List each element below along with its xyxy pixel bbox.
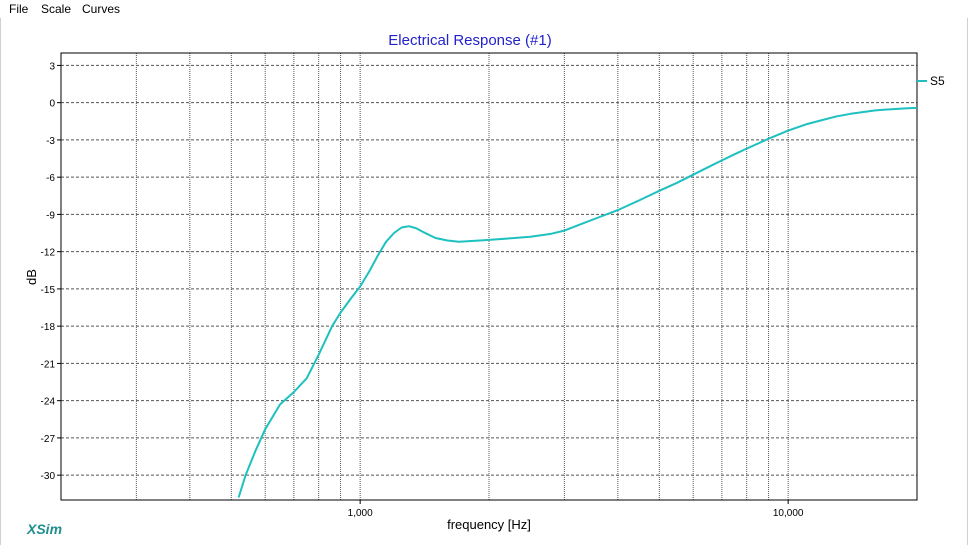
y-tick-label: -30	[41, 471, 56, 482]
y-tick-label: -12	[41, 248, 56, 259]
menu-curves[interactable]: Curves	[82, 2, 121, 16]
y-tick-label: -21	[41, 359, 56, 370]
y-tick-labels: 3 0 -3 -6 -9 -12 -15 -18 -21 -24 -27 -30	[41, 61, 61, 482]
y-tick-label: -18	[41, 322, 56, 333]
y-tick-label: -24	[41, 397, 56, 408]
y-tick-label: -15	[41, 285, 56, 296]
legend: S5	[917, 74, 945, 88]
menu-bar: File Scale Curves	[0, 0, 968, 18]
chart-title: Electrical Response (#1)	[388, 32, 551, 49]
menu-scale[interactable]: Scale	[41, 2, 72, 16]
chart-svg: Electrical Response (#1) 3 0 -3 -6 -9 -12 -15 -…	[24, 32, 945, 532]
y-tick-label: 3	[49, 61, 55, 72]
x-axis-label: frequency [Hz]	[447, 517, 531, 532]
y-axis-label: dB	[24, 269, 39, 285]
y-tick-label: -6	[46, 173, 55, 184]
x-tick-label: 10,000	[773, 508, 804, 519]
series-layer	[237, 106, 918, 498]
grid-layer	[61, 53, 917, 500]
menu-file[interactable]: File	[9, 2, 29, 16]
legend-label-s5: S5	[930, 74, 945, 88]
y-tick-label: -3	[46, 136, 55, 147]
xsim-logo: XSim	[27, 521, 63, 537]
series-line-s5	[237, 106, 918, 498]
plot-frame	[60, 52, 918, 501]
x-tick-labels: 1,000 10,000	[348, 500, 804, 519]
y-tick-label: 0	[49, 99, 55, 110]
y-tick-label: -9	[46, 210, 55, 221]
y-tick-label: -27	[41, 434, 56, 445]
x-tick-label: 1,000	[348, 508, 373, 519]
